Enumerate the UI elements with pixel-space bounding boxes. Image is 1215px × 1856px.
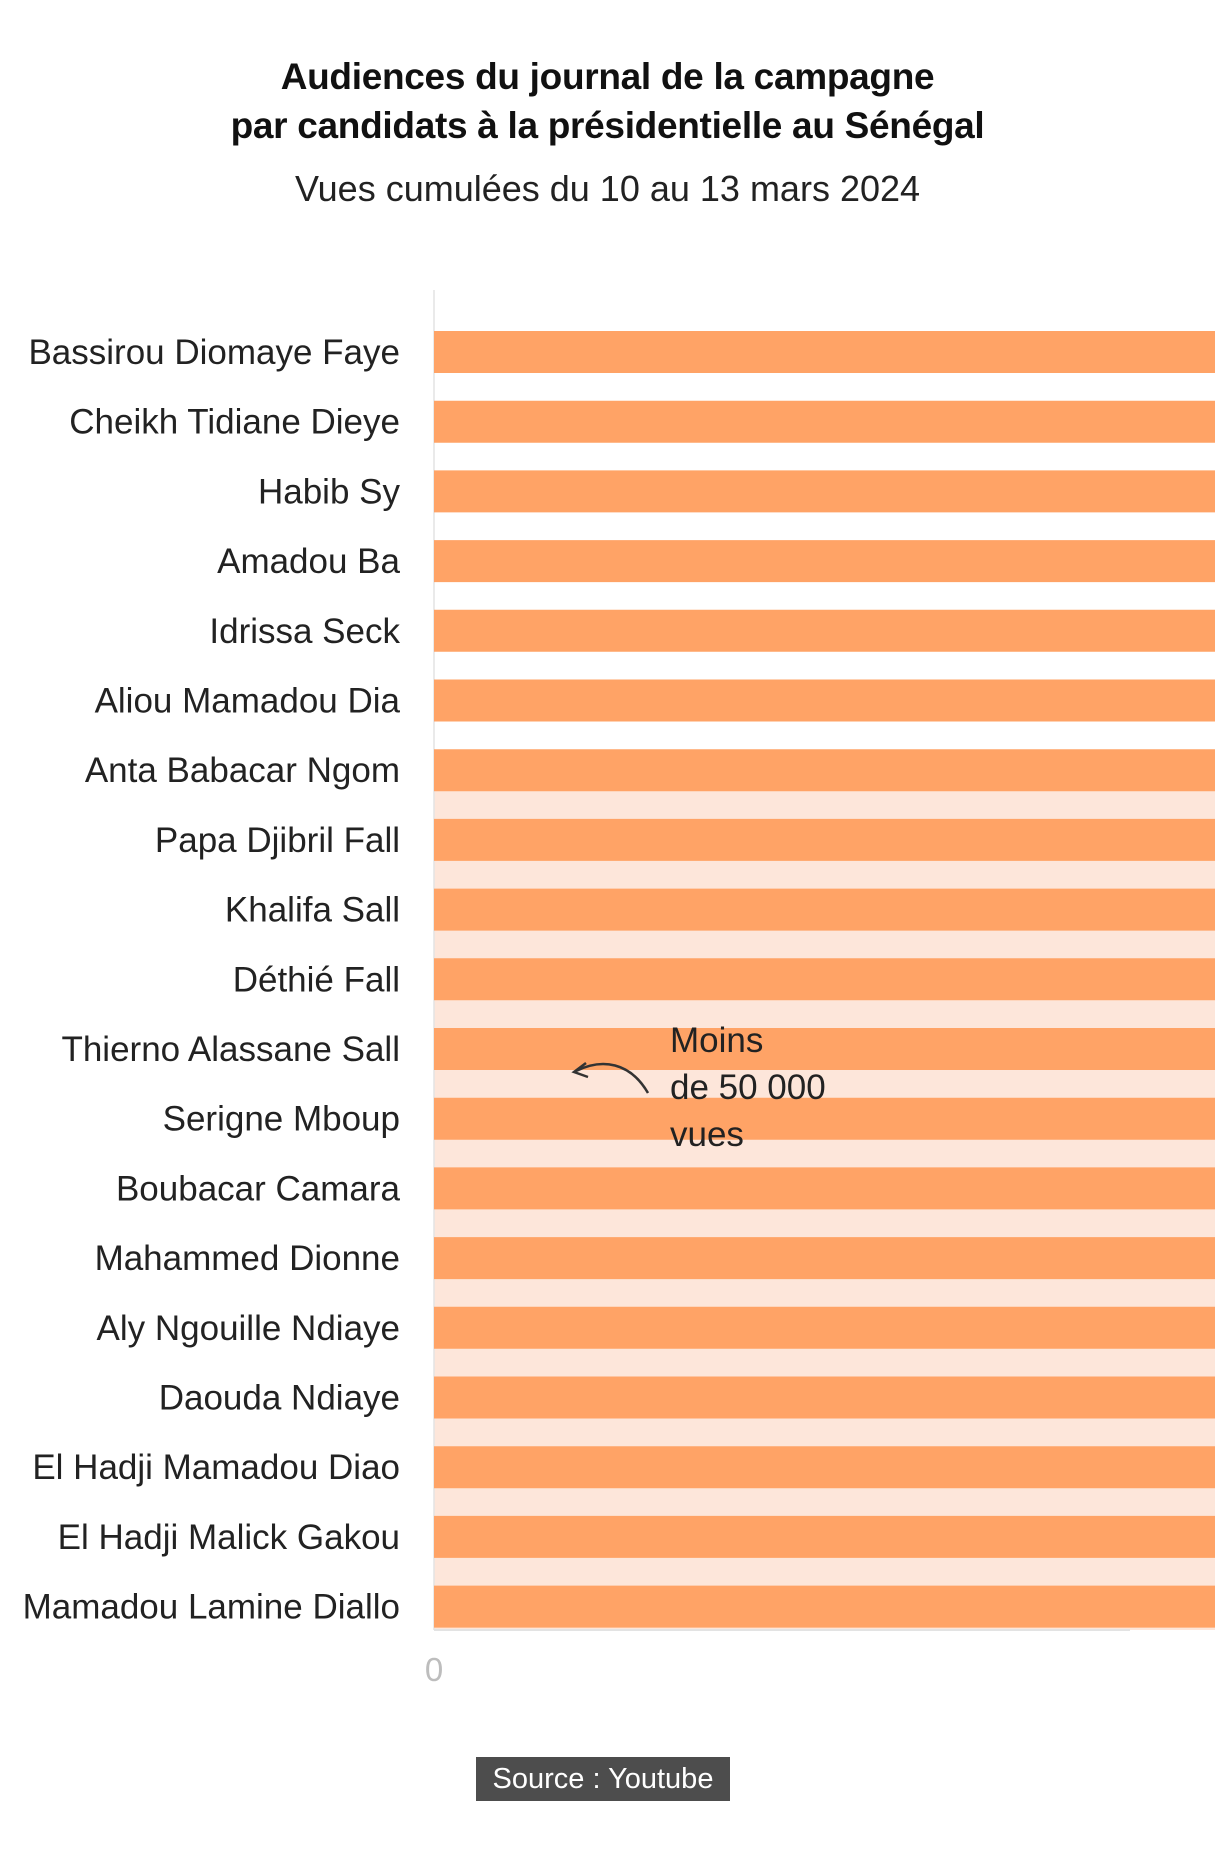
x-tick-label: 0: [425, 1651, 443, 1688]
category-label: Aly Ngouille Ndiaye: [97, 1309, 400, 1348]
bar: [434, 1028, 1215, 1070]
category-label: Déthié Fall: [233, 960, 400, 999]
bar: [434, 749, 1215, 792]
category-label: Daouda Ndiaye: [159, 1379, 400, 1418]
bar: [434, 1446, 1215, 1489]
category-label: El Hadji Malick Gakou: [58, 1518, 400, 1557]
chart-subtitle: Vues cumulées du 10 au 13 mars 2024: [294, 168, 921, 209]
category-label: Cheikh Tidiane Dieye: [69, 403, 400, 442]
category-label: Thierno Alassane Sall: [61, 1030, 400, 1069]
category-label: Anta Babacar Ngom: [85, 751, 400, 790]
bar: [434, 1237, 1215, 1280]
bar: [434, 818, 1215, 861]
bar: [434, 679, 1215, 722]
bar: [434, 958, 1215, 1001]
category-label: Boubacar Camara: [116, 1169, 401, 1208]
bar: [434, 470, 1215, 513]
category-label: El Hadji Mamadou Diao: [32, 1448, 400, 1487]
annotation-line: de 50 000: [670, 1068, 826, 1107]
bar: [434, 1515, 1215, 1558]
chart-title-line2: par candidats à la présidentielle au Sén…: [230, 105, 985, 146]
annotation-arrowhead: [571, 1062, 589, 1079]
bar: [434, 400, 1215, 443]
bar: [434, 540, 1215, 583]
bar: [434, 1585, 1215, 1628]
category-label: Idrissa Seck: [209, 612, 400, 651]
category-label: Bassirou Diomaye Faye: [28, 333, 400, 372]
category-label: Papa Djibril Fall: [155, 821, 400, 860]
bar: [434, 609, 1215, 652]
category-label: Amadou Ba: [217, 542, 400, 581]
annotation-line: Moins: [670, 1021, 763, 1060]
annotation-text: Moins de 50 000 vues: [670, 1021, 826, 1154]
bar: [434, 1097, 1215, 1140]
annotation-arrow: [575, 1062, 650, 1094]
bar: [434, 888, 1215, 931]
annotation-line: vues: [670, 1115, 744, 1154]
bar: [434, 1167, 1215, 1210]
category-label: Habib Sy: [258, 472, 401, 511]
category-label: Serigne Mboup: [163, 1100, 400, 1139]
category-label: Mamadou Lamine Diallo: [23, 1588, 400, 1627]
category-label: Mahammed Dionne: [95, 1239, 400, 1278]
bar: [434, 331, 1215, 373]
bar: [434, 1376, 1215, 1419]
category-label: Aliou Mamadou Dia: [95, 682, 401, 721]
source-note: Source : Youtube: [476, 1757, 730, 1801]
bar: [434, 1306, 1215, 1349]
category-label: Khalifa Sall: [225, 891, 400, 930]
chart-title-line1: Audiences du journal de la campagne: [280, 56, 935, 97]
